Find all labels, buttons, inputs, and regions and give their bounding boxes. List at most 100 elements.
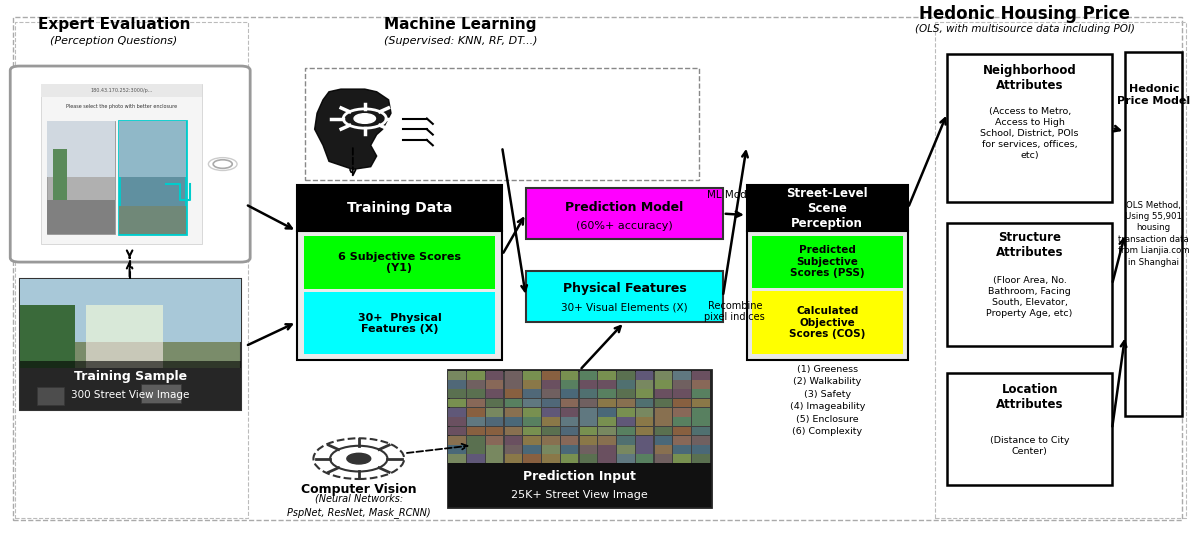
Bar — [449, 408, 466, 417]
Bar — [504, 389, 522, 398]
Bar — [19, 279, 241, 342]
Bar — [560, 371, 578, 380]
Bar — [599, 436, 616, 445]
Bar — [636, 389, 654, 398]
Bar — [746, 231, 908, 360]
Bar — [486, 417, 503, 426]
Bar — [580, 426, 598, 436]
Bar — [523, 408, 541, 417]
Circle shape — [209, 158, 238, 170]
Bar — [560, 426, 578, 436]
Bar — [947, 54, 1112, 201]
Bar — [751, 291, 904, 354]
Bar — [449, 454, 466, 463]
Bar — [486, 408, 503, 417]
Bar — [449, 426, 466, 436]
Text: 25K+ Street View Image: 25K+ Street View Image — [511, 490, 648, 499]
Bar — [560, 417, 578, 426]
Text: Training Sample: Training Sample — [73, 370, 187, 383]
Bar — [617, 426, 635, 436]
Bar — [486, 389, 503, 398]
Bar — [636, 417, 654, 426]
Text: 180.43.170.252:3000/p...: 180.43.170.252:3000/p... — [91, 88, 152, 93]
Bar — [119, 121, 186, 234]
Bar — [617, 454, 635, 463]
Text: Calculated
Objective
Scores (COS): Calculated Objective Scores (COS) — [790, 306, 865, 339]
Bar — [526, 188, 722, 239]
Bar — [504, 436, 522, 445]
Bar — [47, 200, 115, 234]
Text: Expert Evaluation: Expert Evaluation — [38, 17, 191, 32]
Bar — [636, 426, 654, 436]
Bar — [617, 371, 635, 380]
Bar — [523, 426, 541, 436]
Text: ML Models: ML Models — [708, 190, 762, 200]
Bar — [486, 371, 503, 380]
Bar — [53, 149, 67, 200]
Bar — [636, 436, 654, 445]
Text: Recombine
pixel indices: Recombine pixel indices — [704, 301, 766, 322]
Bar — [673, 417, 691, 426]
Bar — [599, 371, 616, 380]
Text: Physical Features: Physical Features — [563, 282, 686, 295]
Bar — [599, 426, 616, 436]
Bar — [486, 380, 503, 389]
Bar — [580, 445, 598, 454]
Bar — [655, 389, 672, 398]
Bar — [542, 380, 559, 389]
Bar — [467, 436, 485, 445]
Bar — [467, 398, 485, 408]
Bar — [655, 454, 672, 463]
Bar — [560, 380, 578, 389]
Bar — [692, 417, 709, 426]
Bar — [617, 408, 635, 417]
Text: (Perception Questions): (Perception Questions) — [50, 37, 178, 46]
Bar — [296, 185, 502, 231]
Bar — [580, 389, 598, 398]
Bar — [692, 408, 709, 417]
Bar — [304, 236, 494, 289]
Bar — [526, 271, 722, 322]
Text: Training Data: Training Data — [347, 201, 452, 215]
Bar — [599, 408, 616, 417]
Bar — [673, 445, 691, 454]
Bar — [673, 408, 691, 417]
Bar — [37, 387, 64, 405]
Bar — [467, 445, 485, 454]
Text: Neighborhood
Attributes: Neighborhood Attributes — [983, 64, 1076, 92]
Circle shape — [347, 453, 371, 464]
Bar — [599, 417, 616, 426]
Bar — [692, 371, 709, 380]
Text: 300 Street View Image: 300 Street View Image — [71, 390, 190, 400]
Bar — [617, 436, 635, 445]
Bar — [655, 426, 672, 436]
Text: Predicted
Subjective
Scores (PSS): Predicted Subjective Scores (PSS) — [790, 245, 865, 279]
Bar — [673, 371, 691, 380]
Bar — [449, 389, 466, 398]
Bar — [542, 371, 559, 380]
Bar — [636, 408, 654, 417]
Bar — [580, 436, 598, 445]
Bar — [119, 206, 186, 234]
Bar — [142, 384, 181, 403]
Bar — [504, 408, 522, 417]
Bar — [449, 417, 466, 426]
Bar — [449, 463, 710, 507]
Bar — [947, 223, 1112, 346]
Bar — [504, 417, 522, 426]
Bar — [449, 371, 710, 507]
Bar — [467, 426, 485, 436]
Bar — [19, 306, 76, 368]
Bar — [41, 84, 203, 97]
Text: (60%+ accuracy): (60%+ accuracy) — [576, 221, 673, 231]
Bar — [542, 417, 559, 426]
Text: 30+  Physical
Features (X): 30+ Physical Features (X) — [358, 313, 442, 334]
Bar — [19, 279, 241, 410]
Bar — [692, 454, 709, 463]
Bar — [467, 408, 485, 417]
Bar — [673, 380, 691, 389]
Bar — [636, 371, 654, 380]
Bar — [523, 371, 541, 380]
Text: (OLS, with multisource data including POI): (OLS, with multisource data including PO… — [914, 24, 1135, 33]
Bar — [467, 389, 485, 398]
